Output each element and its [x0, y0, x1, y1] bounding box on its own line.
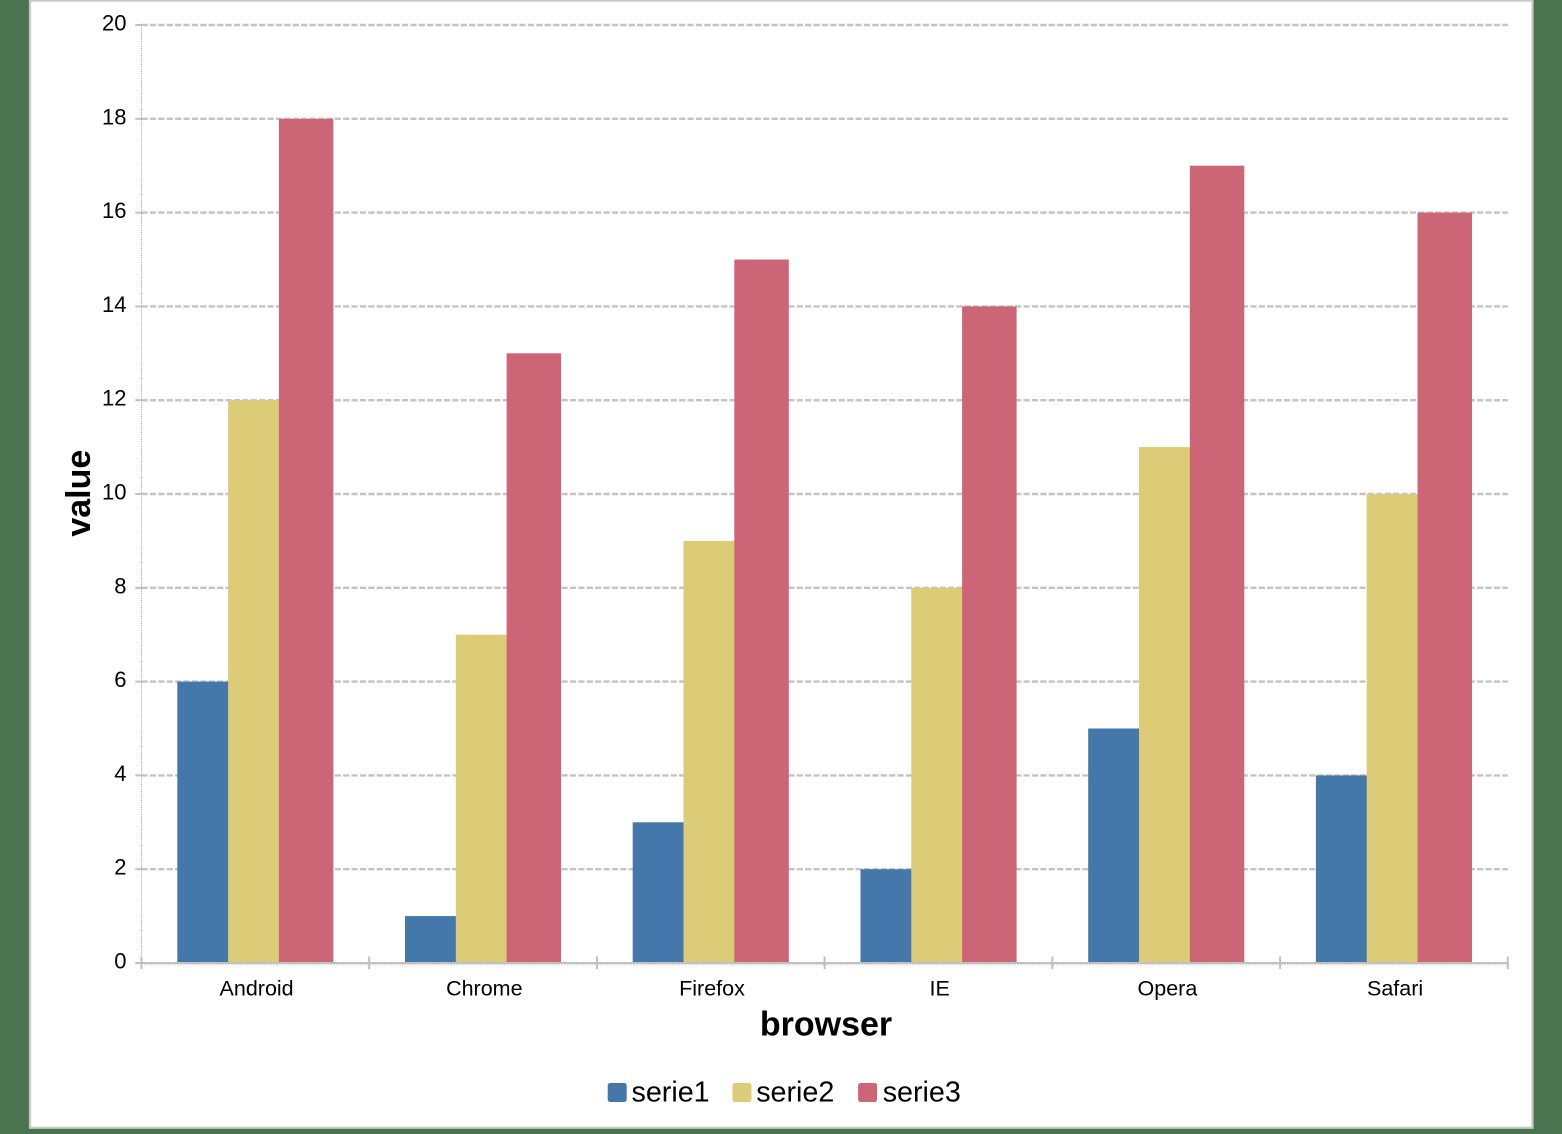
svg-text:14: 14: [102, 292, 126, 317]
svg-text:value: value: [60, 450, 98, 537]
svg-text:4: 4: [114, 761, 126, 786]
svg-text:18: 18: [102, 104, 126, 129]
svg-text:12: 12: [102, 386, 126, 411]
svg-text:Safari: Safari: [1367, 976, 1423, 1000]
svg-text:2: 2: [114, 855, 126, 880]
svg-text:8: 8: [114, 573, 126, 598]
svg-text:0: 0: [114, 949, 126, 974]
svg-text:Chrome: Chrome: [446, 976, 522, 1000]
svg-text:16: 16: [102, 198, 126, 223]
svg-text:Firefox: Firefox: [679, 976, 745, 1000]
svg-text:serie3: serie3: [883, 1076, 961, 1108]
svg-text:serie2: serie2: [756, 1076, 834, 1108]
svg-text:Opera: Opera: [1138, 976, 1198, 1000]
svg-text:10: 10: [102, 480, 126, 505]
svg-text:20: 20: [102, 11, 126, 36]
svg-text:Android: Android: [220, 976, 294, 1000]
svg-text:browser: browser: [760, 1006, 892, 1044]
svg-text:serie1: serie1: [632, 1076, 710, 1108]
svg-text:IE: IE: [930, 976, 950, 1000]
svg-text:6: 6: [114, 667, 126, 692]
